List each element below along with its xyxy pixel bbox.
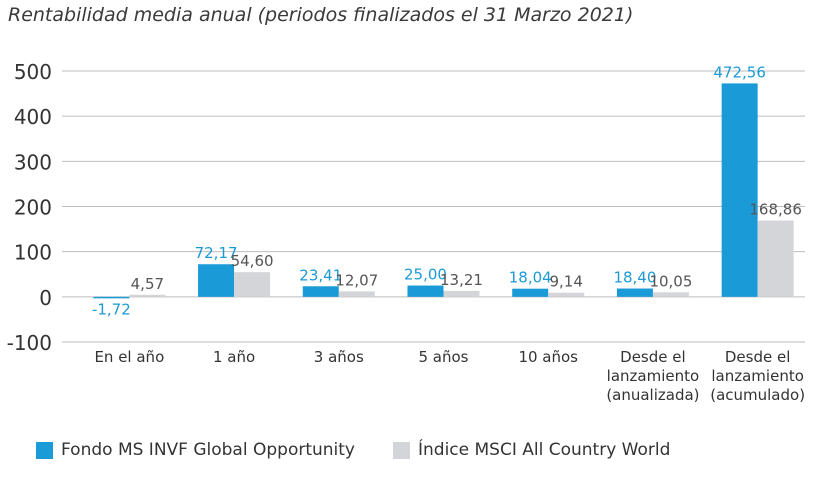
legend-swatch-fund: [36, 441, 53, 459]
x-tick-label: 10 años: [518, 348, 578, 366]
data-label: -1,72: [92, 300, 131, 318]
x-tick-label: 1 año: [213, 348, 255, 366]
y-tick-label: 400: [14, 105, 52, 129]
y-tick-label: 0: [39, 286, 52, 310]
bar-fund: [302, 286, 339, 297]
y-tick-label: 300: [14, 150, 52, 174]
data-label: 472,56: [713, 63, 766, 81]
data-label: 72,17: [195, 244, 238, 262]
data-label: 23,41: [299, 266, 342, 284]
x-tick-label: (acumulado): [710, 386, 805, 404]
x-tick-label: 5 años: [418, 348, 468, 366]
legend-swatch-index: [393, 441, 410, 459]
legend-label-index: Índice MSCI All Country World: [418, 440, 671, 460]
data-label: 18,04: [509, 269, 552, 287]
x-tick-label: lanzamiento: [711, 367, 804, 385]
legend-item-index: Índice MSCI All Country World: [393, 440, 670, 460]
bar-fund: [721, 83, 758, 297]
x-tick-label: Desde el: [725, 348, 791, 366]
bar-fund: [198, 264, 235, 297]
bar-fund: [616, 288, 653, 297]
legend-item-fund: Fondo MS INVF Global Opportunity: [36, 440, 355, 460]
y-tick-label: 200: [14, 196, 52, 220]
bar-fund: [407, 285, 444, 297]
data-label: 54,60: [231, 252, 274, 270]
x-tick-label: En el año: [94, 348, 164, 366]
data-label: 168,86: [749, 201, 802, 219]
bar-chart: 500 400 300 200 100 0 -100 -1,724,57 En el año 72…: [7, 60, 805, 404]
y-tick-label: -100: [7, 331, 52, 355]
bar-index: [129, 294, 166, 297]
bar-fund: [93, 296, 130, 299]
chart-legend: Fondo MS INVF Global Opportunity Índice …: [36, 440, 708, 460]
chart-title: Rentabilidad media anual (periodos final…: [8, 4, 634, 26]
x-tick-label: 3 años: [314, 348, 364, 366]
data-label: 4,57: [131, 275, 164, 293]
bar-fund: [512, 288, 549, 297]
y-tick-label: 500: [14, 60, 52, 84]
x-tick-label: (anualizada): [606, 386, 699, 404]
data-label: 9,14: [550, 273, 583, 291]
data-label: 18,40: [613, 269, 656, 287]
data-label: 13,21: [440, 271, 483, 289]
bar-index: [234, 272, 271, 297]
bar-index: [757, 220, 794, 297]
data-label: 10,05: [649, 272, 692, 290]
bar-index: [548, 292, 585, 297]
x-tick-label: lanzamiento: [607, 367, 700, 385]
y-tick-label: 100: [14, 241, 52, 265]
legend-label-fund: Fondo MS INVF Global Opportunity: [61, 440, 355, 460]
bar-index: [443, 290, 480, 297]
bar-index: [652, 292, 689, 297]
data-label: 12,07: [335, 271, 378, 289]
data-label: 25,00: [404, 266, 447, 284]
x-tick-label: Desde el: [620, 348, 686, 366]
bar-index: [338, 291, 375, 297]
